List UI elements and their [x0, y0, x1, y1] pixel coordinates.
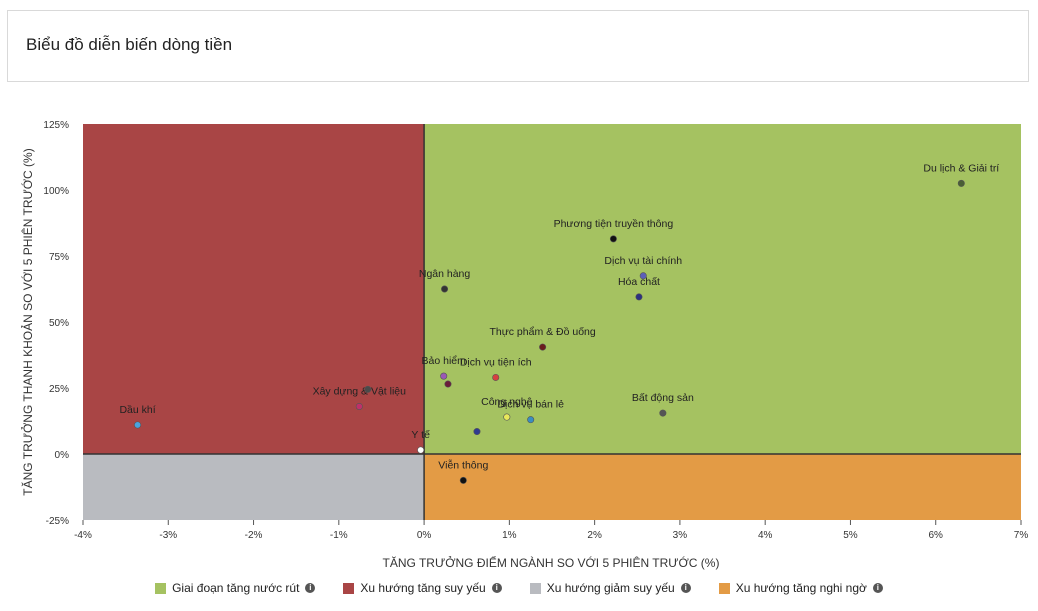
data-points: Du lịch & Giải trí Phương tiện truyền thô… — [119, 162, 999, 484]
y-tick-label: 75% — [49, 252, 69, 263]
y-tick-label: 125% — [43, 120, 69, 131]
y-axis-title: TĂNG TRƯỞNG THANH KHOẢN SO VỚI 5 PHIÊN T… — [20, 148, 35, 495]
y-tick-label: 0% — [55, 450, 70, 461]
x-tick-label: 1% — [502, 530, 517, 541]
data-point[interactable] — [539, 343, 547, 351]
point-label: Viễn thông — [438, 458, 488, 471]
legend-item-giai-doan-tang-nuoc-rut[interactable]: Giai đoạn tăng nước rút i — [155, 581, 316, 595]
legend-label: Xu hướng giảm suy yếu — [546, 581, 675, 595]
data-point[interactable] — [639, 272, 647, 280]
data-point[interactable] — [355, 402, 363, 410]
y-tick-label: 100% — [43, 186, 69, 197]
legend-item-xu-huong-tang-suy-yeu[interactable]: Xu hướng tăng suy yếu i — [343, 581, 502, 595]
legend-label: Xu hướng tăng suy yếu — [360, 581, 486, 595]
point-label: Thực phẩm & Đồ uống — [489, 326, 595, 338]
x-tick-label: -3% — [159, 530, 177, 541]
quadrant-0 — [424, 124, 1021, 454]
data-point[interactable] — [659, 409, 667, 417]
data-point[interactable] — [444, 380, 452, 388]
y-tick-label: 25% — [49, 384, 69, 395]
point-label: Phương tiện truyền thông — [554, 218, 674, 230]
data-point[interactable] — [459, 476, 467, 484]
legend-label: Xu hướng tăng nghi ngờ — [735, 581, 867, 595]
data-point[interactable] — [609, 235, 617, 243]
quadrant-1 — [83, 124, 425, 454]
point-label: Xây dựng & Vật liệu — [313, 385, 407, 397]
data-point[interactable] — [492, 373, 500, 381]
legend-swatch — [343, 582, 355, 594]
point-label: Du lịch & Giải trí — [923, 162, 999, 174]
info-icon[interactable]: i — [680, 583, 691, 593]
point-label: Ngân hàng — [419, 268, 471, 280]
data-point[interactable] — [527, 416, 535, 424]
quadrant-2 — [83, 454, 425, 520]
x-tick-label: -4% — [74, 530, 92, 541]
point-label: Y tế — [411, 429, 430, 441]
data-point[interactable] — [441, 285, 449, 293]
point-label: Công nghệ — [481, 396, 533, 408]
axes: -4% -3% -2% -1% 0% 1% 2% 3% 4% 5% 6% 7% -25% 0% 25% 50%… — [43, 120, 1028, 541]
data-point[interactable] — [417, 446, 425, 454]
data-point[interactable] — [635, 293, 643, 301]
x-tick-label: 6% — [929, 530, 944, 541]
legend: Giai đoạn tăng nước rút i Xu hướng tăng … — [0, 578, 1038, 598]
point-label: Dịch vụ tài chính — [604, 255, 682, 267]
legend-swatch — [155, 582, 167, 594]
data-point[interactable] — [440, 372, 448, 380]
y-tick-label: -25% — [46, 516, 69, 527]
quadrant-backgrounds — [83, 124, 1021, 520]
data-point[interactable] — [957, 179, 965, 187]
x-tick-label: 5% — [843, 530, 858, 541]
y-tick-label: 50% — [49, 318, 69, 329]
info-icon[interactable]: i — [491, 583, 502, 593]
x-tick-label: 7% — [1014, 530, 1029, 541]
x-tick-label: 2% — [587, 530, 602, 541]
legend-item-xu-huong-tang-nghi-ngo[interactable]: Xu hướng tăng nghi ngờ i — [718, 581, 883, 595]
point-label: Dịch vụ tiện ích — [460, 356, 532, 368]
point-label: Bảo hiểm — [422, 355, 467, 367]
legend-swatch — [529, 582, 541, 594]
title-panel: Biểu đồ diễn biến dòng tiền — [7, 10, 1029, 82]
legend-label: Giai đoạn tăng nước rút — [172, 581, 300, 595]
data-point[interactable] — [473, 428, 481, 436]
x-tick-label: -1% — [330, 530, 348, 541]
data-point[interactable] — [134, 421, 142, 429]
point-label: Dịch vụ bán lẻ — [497, 399, 564, 411]
point-label: Hóa chất — [618, 276, 660, 288]
data-point[interactable] — [503, 413, 511, 421]
x-tick-label: 0% — [417, 530, 432, 541]
x-tick-label: -2% — [245, 530, 263, 541]
info-icon[interactable]: i — [872, 583, 883, 593]
page-title: Biểu đồ diễn biến dòng tiền — [26, 35, 233, 54]
point-label: Bất động sản — [632, 392, 694, 404]
legend-swatch — [718, 582, 730, 594]
point-label: Dầu khí — [119, 404, 155, 416]
x-tick-label: 3% — [673, 530, 688, 541]
quadrant-3 — [424, 454, 1021, 520]
info-icon[interactable]: i — [305, 583, 316, 593]
legend-item-xu-huong-giam-suy-yeu[interactable]: Xu hướng giảm suy yếu i — [529, 581, 691, 595]
data-point[interactable] — [364, 385, 372, 393]
x-tick-label: 4% — [758, 530, 773, 541]
x-axis-title: TĂNG TRƯỞNG ĐIỂM NGÀNH SO VỚI 5 PHIÊN TR… — [383, 555, 720, 570]
